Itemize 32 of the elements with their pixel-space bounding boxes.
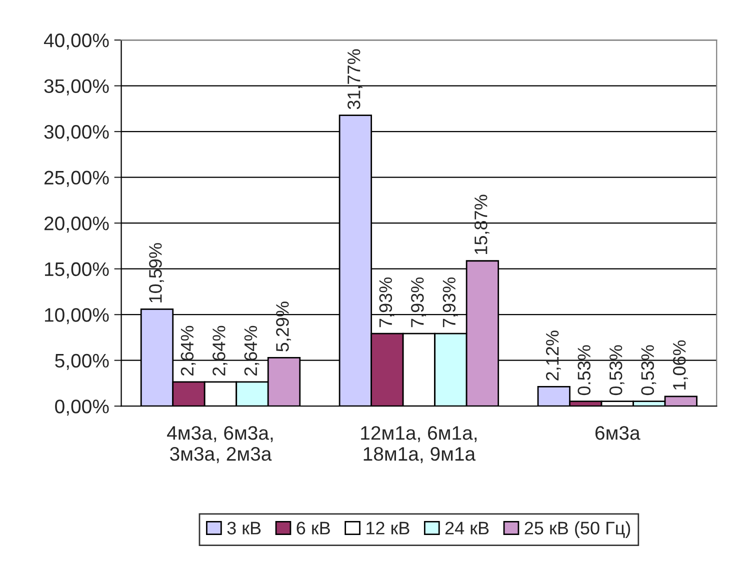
legend-label: 25 кВ (50 Гц) — [524, 521, 630, 538]
x-tick-label: 4м3а, 6м3а, 3м3а, 2м3а — [167, 426, 273, 464]
x-tick-label: 12м1а, 6м1а, 18м1а, 9м1а — [361, 426, 477, 464]
data-label: 15,87% — [474, 194, 490, 254]
legend-label: 6 кВ — [296, 522, 330, 534]
legend-label: 24 кВ — [445, 522, 489, 534]
y-tick-label: 10,00% — [45, 308, 109, 324]
y-tick-label: 0,00% — [55, 400, 109, 416]
y-tick-label: 30,00% — [44, 125, 109, 142]
data-label: 7,93% — [379, 278, 394, 328]
data-label: 2,64% — [212, 326, 228, 376]
y-tick-label: 15,00% — [45, 262, 109, 278]
legend-label: 12 кВ — [366, 522, 410, 534]
data-label: 2,64% — [180, 326, 196, 376]
data-label: 0.53% — [578, 345, 590, 396]
y-tick-label: 40,00% — [44, 34, 109, 50]
y-tick-label: 20,00% — [44, 216, 109, 233]
y-tick-label: 25,00% — [44, 170, 109, 187]
data-label: 0,53% — [609, 345, 624, 396]
data-label: 0,53% — [641, 345, 656, 396]
x-tick-label: 6м3а — [595, 426, 640, 440]
y-tick-label: 5,00% — [55, 354, 109, 370]
data-label: 7,93% — [411, 278, 426, 328]
data-label: 2,12% — [546, 330, 561, 380]
data-label: 31,77% — [348, 49, 362, 110]
y-tick-label: 35,00% — [44, 79, 109, 96]
data-label: 1,06% — [672, 340, 688, 390]
legend-label: 3 кВ — [227, 522, 261, 534]
data-label: 5,29% — [276, 302, 291, 352]
data-label: 7,93% — [442, 278, 458, 328]
data-label: 2,64% — [244, 326, 260, 376]
data-label: 10,59% — [149, 243, 164, 302]
